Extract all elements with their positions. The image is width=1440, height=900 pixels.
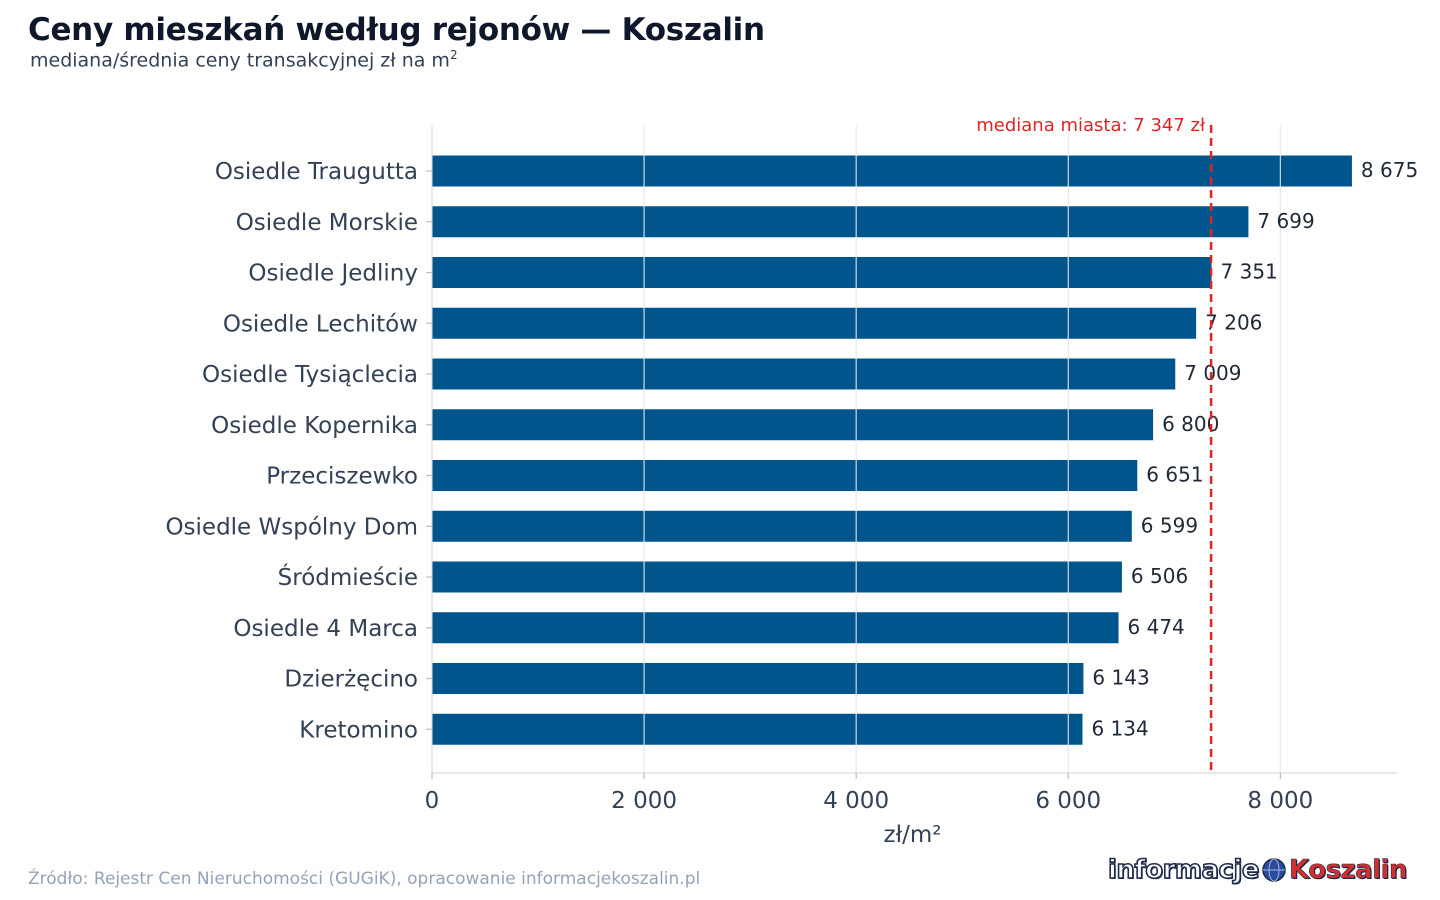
subtitle-superscript: 2 [449,48,458,62]
bar [432,510,1132,542]
bar [432,409,1154,441]
x-tick-label: 8 000 [1247,788,1313,814]
value-label: 7 699 [1257,209,1314,233]
value-label: 7 351 [1221,260,1278,284]
category-label: Osiedle 4 Marca [233,616,418,642]
category-label: Osiedle Kopernika [211,413,418,439]
value-label: 6 651 [1146,463,1203,487]
category-label: Kretomino [299,717,418,743]
source-note: Źródło: Rejestr Cen Nieruchomości (GUGiK… [28,869,701,889]
x-tick-label: 0 [425,788,440,814]
category-label: Osiedle Wspólny Dom [165,514,418,540]
x-tick-label: 2 000 [611,788,677,814]
bar [432,307,1197,339]
category-label: Osiedle Morskie [236,210,418,236]
value-label: 7 206 [1205,310,1262,334]
value-label: 6 143 [1092,666,1149,690]
bar [432,358,1176,390]
category-label: Śródmieście [278,563,418,591]
value-label: 6 134 [1091,716,1148,740]
bar [432,561,1122,593]
value-label: 6 474 [1128,615,1185,639]
logo-text-part1: informacje [1107,854,1260,886]
x-tick-label: 4 000 [823,788,889,814]
category-label: Osiedle Jedliny [248,261,418,287]
bar [432,460,1138,491]
value-label: 6 800 [1162,412,1219,436]
value-label: 8 675 [1361,158,1418,182]
bar [432,713,1083,745]
x-axis-label: zł/m² [884,822,942,848]
chart-title: Ceny mieszkań według rejonów — Koszalin [28,12,765,48]
bar [432,612,1119,644]
category-label: Dzierżęcino [284,667,418,693]
bar [432,257,1212,288]
value-label: 6 506 [1131,564,1188,588]
bar [432,155,1352,187]
value-label: 6 599 [1141,513,1198,537]
chart-subtitle: mediana/średnia ceny transakcyjnej zł na… [30,48,458,71]
category-label: Przeciszewko [266,464,418,490]
globe-icon [1262,858,1286,882]
subtitle-text: mediana/średnia ceny transakcyjnej zł na… [30,49,450,72]
category-label: Osiedle Lechitów [223,311,418,337]
median-reference-label: mediana miasta: 7 347 zł [976,115,1206,136]
bar [432,206,1249,238]
category-label: Osiedle Traugutta [215,159,418,185]
logo-text-part2: Koszalin [1289,855,1408,886]
x-tick-label: 6 000 [1035,788,1101,814]
value-label: 7 009 [1184,361,1241,385]
bar [432,663,1084,694]
brand-logo: informacje Koszalin [1107,852,1408,888]
category-label: Osiedle Tysiąclecia [202,362,418,388]
